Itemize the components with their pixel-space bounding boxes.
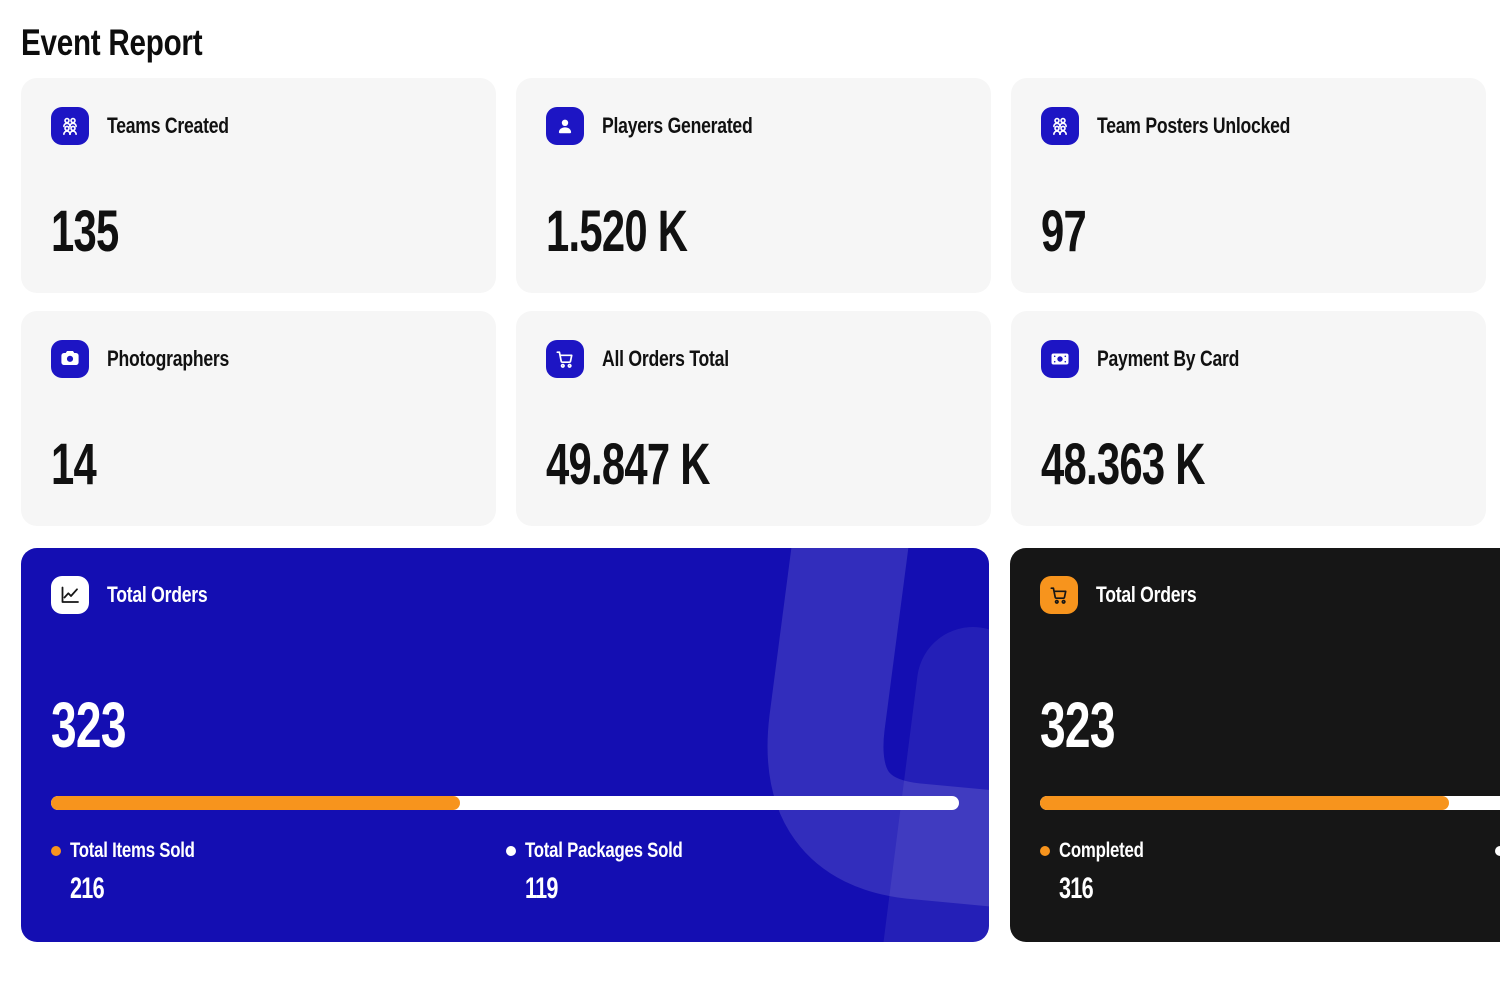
legend-dot-white	[506, 846, 516, 856]
legend-label: Total Packages Sold	[525, 839, 683, 862]
page-title: Event Report	[21, 22, 203, 63]
total-orders-card-dark: Total Orders 323 Completed 316	[1010, 548, 1500, 942]
stat-card-label: Team Posters Unlocked	[1097, 113, 1291, 138]
stat-card-value: 49.847 K	[546, 432, 710, 497]
legend-dot-orange	[51, 846, 61, 856]
stat-card-teams-created: Teams Created 135	[21, 78, 496, 293]
chart-line-icon	[51, 576, 89, 614]
order-card-label: Total Orders	[107, 582, 208, 607]
stat-card-value: 48.363 K	[1041, 432, 1205, 497]
legend-dot-white	[1495, 846, 1500, 856]
order-card-label: Total Orders	[1096, 582, 1197, 607]
stat-card-value: 14	[51, 432, 97, 497]
legend-label: Completed	[1059, 839, 1144, 862]
stat-card-value: 135	[51, 199, 119, 264]
legend-partial	[1495, 839, 1500, 906]
banknote-icon	[1041, 340, 1079, 378]
stat-card-payment-by-card: Payment By Card 48.363 K	[1011, 311, 1486, 526]
stat-card-label: Payment By Card	[1097, 346, 1240, 371]
orders-progress-bar	[51, 796, 959, 810]
users-group-icon	[1041, 107, 1079, 145]
legend-label: Total Items Sold	[70, 839, 195, 862]
stat-card-label: Teams Created	[107, 113, 229, 138]
stat-card-team-posters-unlocked: Team Posters Unlocked 97	[1011, 78, 1486, 293]
stat-card-label: Photographers	[107, 346, 230, 371]
stat-card-label: All Orders Total	[602, 346, 729, 371]
stat-card-value: 97	[1041, 199, 1087, 264]
cart-icon	[1040, 576, 1078, 614]
stat-card-label: Players Generated	[602, 113, 753, 138]
stat-card-grid: Teams Created 135 Players Generated 1.52…	[21, 78, 1500, 526]
legend-total-items-sold: Total Items Sold 216	[51, 839, 506, 906]
legend-completed: Completed 316	[1040, 839, 1495, 906]
camera-icon	[51, 340, 89, 378]
stat-card-value: 1.520 K	[546, 199, 688, 264]
orders-progress-fill	[51, 796, 460, 810]
order-card-value: 323	[51, 689, 126, 761]
stat-card-photographers: Photographers 14	[21, 311, 496, 526]
user-icon	[546, 107, 584, 145]
legend-value: 119	[525, 872, 558, 905]
order-card-value: 323	[1040, 689, 1115, 761]
legend-total-packages-sold: Total Packages Sold 119	[506, 839, 961, 906]
orders-progress-bar	[1040, 796, 1500, 810]
total-orders-card-blue: Total Orders 323 Total Items Sold 216	[21, 548, 989, 942]
orders-progress-fill	[1040, 796, 1449, 810]
orders-cards-row: Total Orders 323 Total Items Sold 216	[21, 548, 1500, 942]
legend-value: 216	[70, 872, 105, 905]
legend-value: 316	[1059, 872, 1094, 905]
cart-icon	[546, 340, 584, 378]
legend-dot-orange	[1040, 846, 1050, 856]
users-group-icon	[51, 107, 89, 145]
stat-card-players-generated: Players Generated 1.520 K	[516, 78, 991, 293]
stat-card-all-orders-total: All Orders Total 49.847 K	[516, 311, 991, 526]
